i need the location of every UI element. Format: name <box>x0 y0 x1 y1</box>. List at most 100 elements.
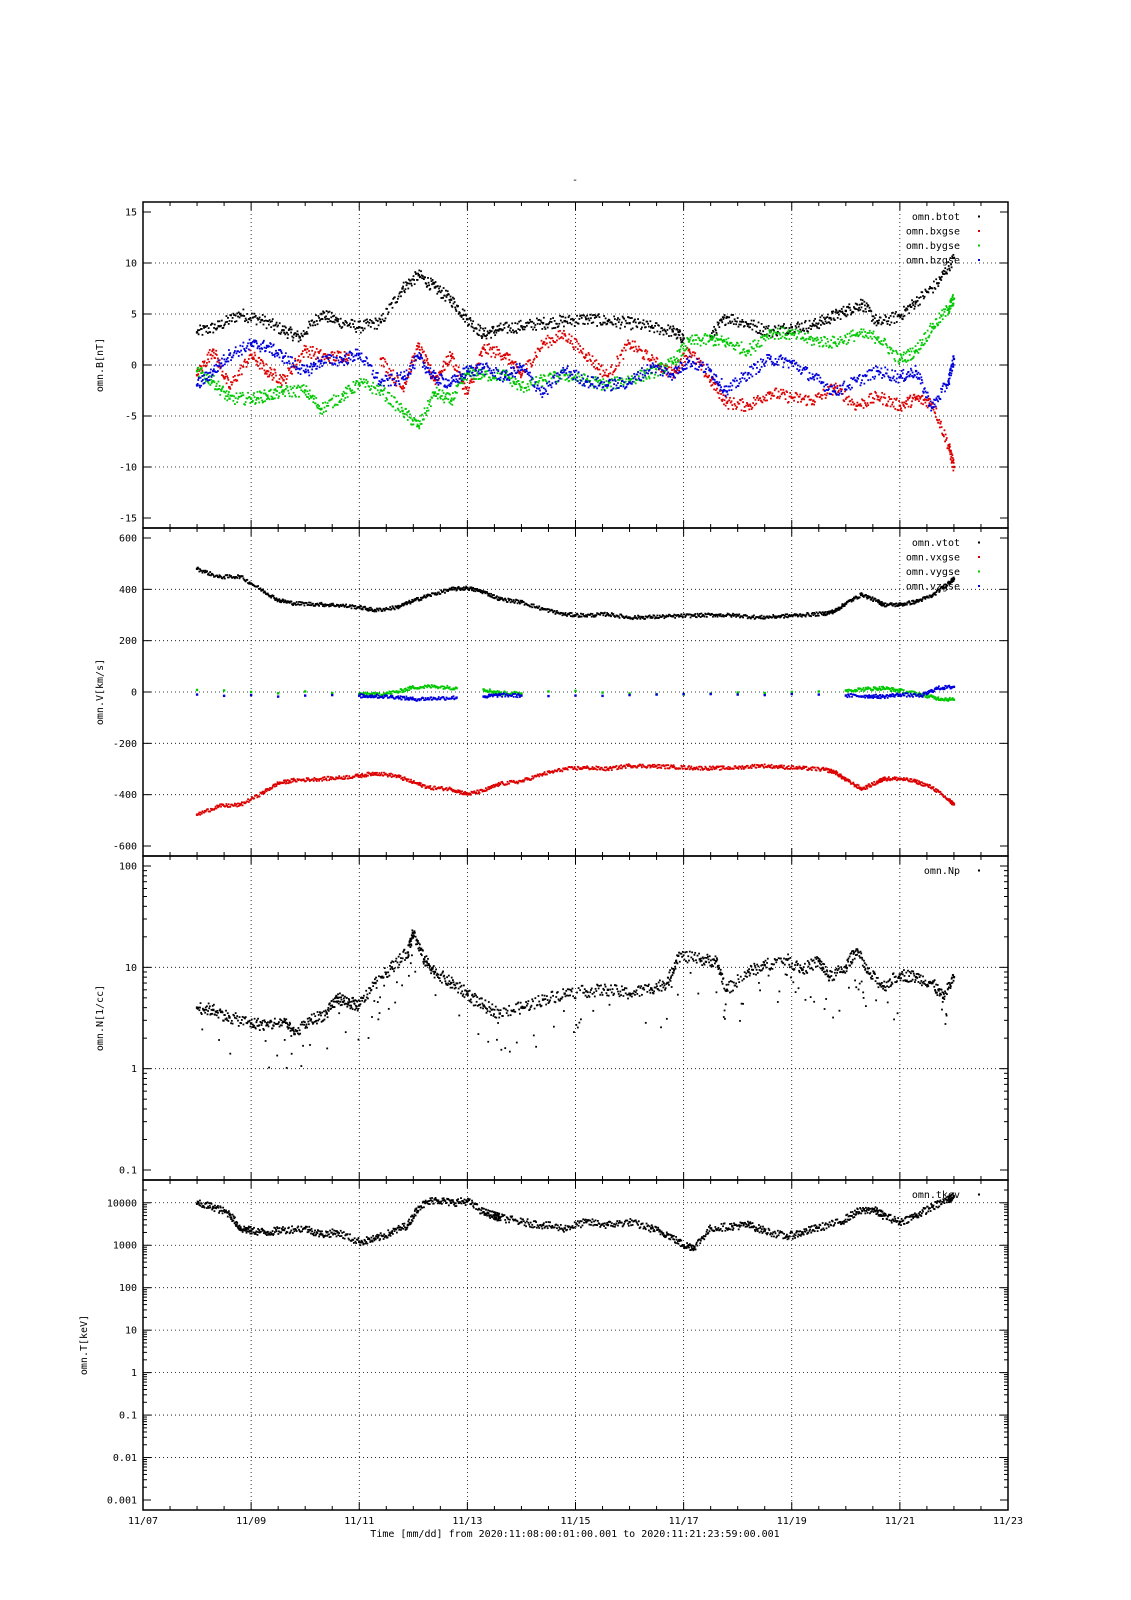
data-point <box>451 375 454 378</box>
data-point <box>541 379 545 382</box>
data-point <box>197 333 200 336</box>
data-point <box>309 395 312 397</box>
data-point <box>686 358 689 360</box>
data-point <box>281 329 283 332</box>
data-point <box>546 381 549 384</box>
data-point <box>484 373 487 376</box>
data-point <box>464 378 466 380</box>
data-point <box>616 387 619 389</box>
data-point <box>948 267 951 270</box>
data-point <box>548 322 551 324</box>
data-point <box>253 358 255 360</box>
data-point <box>853 340 856 343</box>
data-point <box>403 387 406 389</box>
data-point <box>952 465 956 469</box>
data-point <box>313 353 316 355</box>
data-point <box>817 322 820 325</box>
data-point <box>950 453 953 456</box>
data-point <box>817 342 820 344</box>
data-point <box>264 350 267 352</box>
data-point <box>794 328 797 331</box>
data-point <box>335 359 337 362</box>
data-point <box>345 321 348 324</box>
data-point <box>809 338 812 341</box>
data-point <box>434 281 437 283</box>
data-point <box>233 395 236 398</box>
data-point <box>876 398 879 401</box>
data-point <box>480 337 483 340</box>
data-point <box>371 373 374 376</box>
data-point <box>776 332 778 335</box>
data-point <box>755 373 758 375</box>
data-point <box>749 373 752 376</box>
data-point <box>952 365 955 368</box>
data-point <box>298 335 301 338</box>
data-point <box>613 378 616 381</box>
data-point <box>535 380 538 383</box>
data-point <box>780 388 782 391</box>
data-point <box>597 379 600 382</box>
data-point <box>691 354 694 357</box>
data-point <box>461 308 464 311</box>
data-point <box>449 354 453 358</box>
data-point <box>331 320 334 323</box>
data-point <box>359 384 361 387</box>
data-point <box>511 385 514 388</box>
data-point <box>626 343 629 346</box>
panel-2: -600-400-2000200400600omn.V[km/s]omn.vto… <box>95 527 1009 857</box>
data-point <box>428 284 431 287</box>
data-point <box>784 334 787 337</box>
data-point <box>275 374 277 377</box>
data-point <box>357 383 360 386</box>
data-point <box>443 368 446 371</box>
data-point <box>288 600 291 603</box>
data-point <box>907 405 910 408</box>
data-point <box>512 329 514 332</box>
data-point <box>931 402 934 405</box>
data-point <box>681 364 684 367</box>
data-point <box>926 339 928 342</box>
data-point <box>635 348 638 351</box>
data-point <box>331 362 334 365</box>
data-point <box>888 376 890 379</box>
data-point <box>262 362 265 365</box>
data-point <box>441 370 444 373</box>
data-point <box>425 596 427 599</box>
data-point <box>633 319 636 322</box>
data-point <box>402 281 405 284</box>
data-point <box>373 327 376 330</box>
data-point <box>794 362 797 365</box>
data-point <box>522 328 524 331</box>
data-point <box>710 334 713 337</box>
data-point <box>214 371 217 373</box>
data-point <box>460 381 463 384</box>
data-point <box>781 391 784 394</box>
data-point <box>418 348 421 351</box>
data-point <box>337 394 340 397</box>
data-point <box>614 387 617 390</box>
data-point <box>365 322 368 324</box>
data-point <box>379 384 382 386</box>
data-point <box>206 353 209 356</box>
data-point <box>753 363 755 365</box>
data-point <box>335 357 338 359</box>
data-point <box>300 332 303 335</box>
data-point <box>663 371 666 374</box>
data-point <box>934 325 937 328</box>
data-point <box>296 386 299 389</box>
data-point <box>944 390 946 393</box>
data-point <box>918 378 921 380</box>
data-point <box>462 367 465 370</box>
data-point <box>448 401 451 404</box>
data-point <box>684 360 686 363</box>
data-point <box>578 351 581 354</box>
data-point <box>768 391 772 394</box>
data-point <box>714 329 717 332</box>
data-point <box>593 316 596 319</box>
data-point <box>925 290 928 293</box>
data-point <box>440 374 443 377</box>
data-point <box>909 358 912 361</box>
data-point <box>442 398 444 401</box>
data-point <box>832 310 834 313</box>
data-point <box>724 345 727 348</box>
